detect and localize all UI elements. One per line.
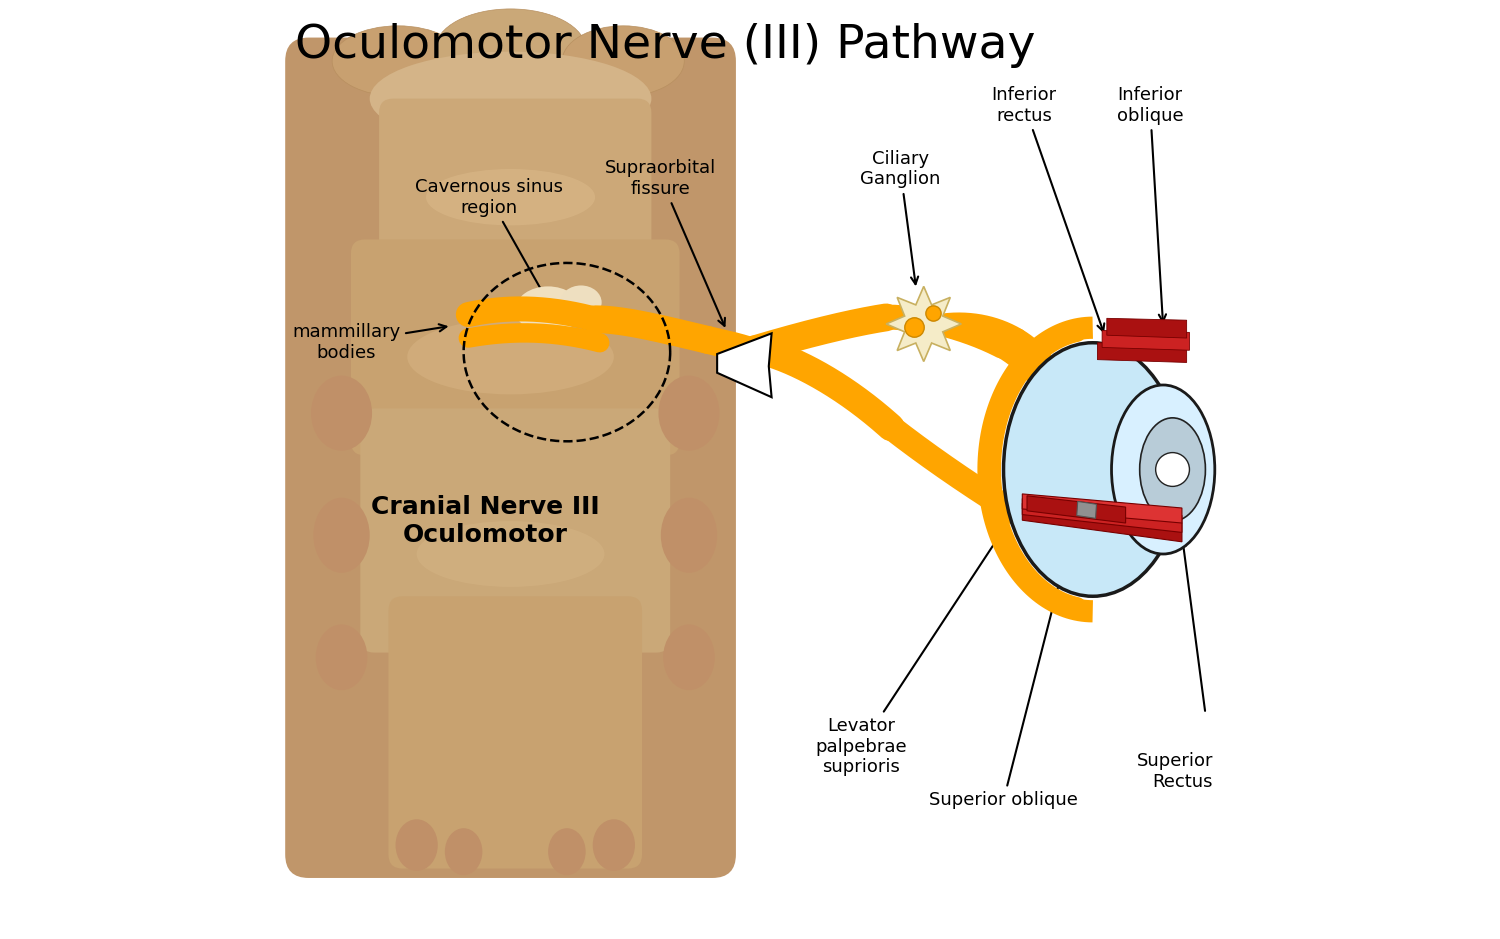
Polygon shape [1107,318,1186,338]
Ellipse shape [426,169,596,225]
Ellipse shape [417,521,604,587]
Ellipse shape [408,319,614,394]
Ellipse shape [562,25,684,96]
Polygon shape [1028,496,1125,523]
Ellipse shape [446,828,483,875]
Ellipse shape [1140,418,1206,521]
Ellipse shape [592,819,634,871]
Polygon shape [1102,331,1190,350]
Ellipse shape [663,624,716,690]
Polygon shape [1098,343,1186,362]
Text: Cranial Nerve III
Oculomotor: Cranial Nerve III Oculomotor [370,495,600,547]
Ellipse shape [396,819,438,871]
Ellipse shape [561,285,602,319]
Polygon shape [1023,494,1182,523]
Ellipse shape [548,828,585,875]
Text: Supraorbital
fissure: Supraorbital fissure [604,159,724,326]
Polygon shape [1077,501,1096,518]
Ellipse shape [315,624,368,690]
Ellipse shape [332,25,464,96]
FancyBboxPatch shape [285,38,736,878]
Ellipse shape [658,376,720,451]
FancyBboxPatch shape [360,408,670,653]
FancyBboxPatch shape [380,99,651,296]
FancyBboxPatch shape [351,239,680,455]
Ellipse shape [1155,453,1190,486]
Ellipse shape [1112,385,1215,554]
Ellipse shape [662,498,717,573]
Text: Superior oblique: Superior oblique [928,518,1078,809]
Ellipse shape [516,286,580,333]
Polygon shape [1023,499,1182,532]
Ellipse shape [1004,343,1182,596]
Polygon shape [886,286,962,362]
Text: Oculomotor Nerve (III) Pathway: Oculomotor Nerve (III) Pathway [294,23,1035,69]
Ellipse shape [310,376,372,451]
Ellipse shape [369,52,651,146]
Text: Ciliary
Ganglion: Ciliary Ganglion [859,149,940,285]
Polygon shape [1023,503,1182,542]
Ellipse shape [435,9,585,89]
FancyBboxPatch shape [388,596,642,869]
Text: Inferior
rectus: Inferior rectus [992,85,1104,331]
Text: Cavernous sinus
region: Cavernous sinus region [416,177,562,302]
Text: Inferior
oblique: Inferior oblique [1116,85,1184,322]
Text: Superior
Rectus: Superior Rectus [1137,752,1214,792]
Ellipse shape [314,498,369,573]
Text: mammillary
bodies: mammillary bodies [292,323,447,362]
Text: Levator
palpebrae
suprioris: Levator palpebrae suprioris [815,534,1001,777]
Polygon shape [717,333,771,397]
